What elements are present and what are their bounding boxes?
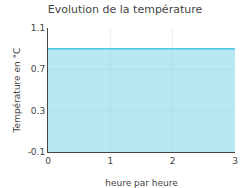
svg-text:heure par heure: heure par heure (105, 178, 178, 188)
svg-text:3: 3 (232, 156, 238, 166)
svg-text:-0.1: -0.1 (28, 147, 46, 157)
svg-text:Température en °C: Température en °C (12, 48, 22, 134)
svg-text:0.7: 0.7 (31, 64, 45, 74)
svg-text:2: 2 (170, 156, 176, 166)
svg-text:0: 0 (45, 156, 51, 166)
svg-text:1: 1 (107, 156, 113, 166)
svg-text:0.3: 0.3 (31, 106, 45, 116)
svg-text:1.1: 1.1 (31, 23, 45, 33)
svg-text:Evolution de la température: Evolution de la température (48, 3, 203, 16)
